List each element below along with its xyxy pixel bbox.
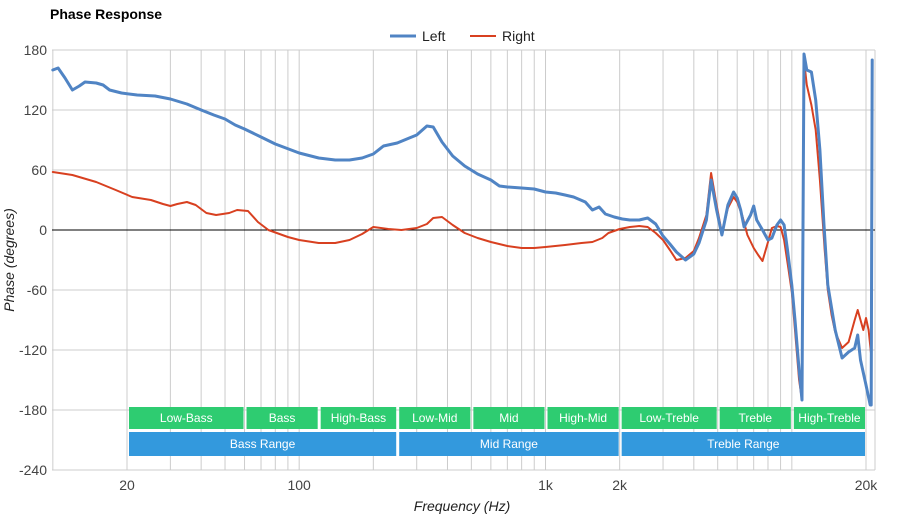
subrange-band <box>621 407 717 429</box>
x-tick-label: 100 <box>287 477 311 493</box>
subrange-band-label: Bass <box>269 411 296 425</box>
x-tick-label: 20k <box>855 477 879 493</box>
subrange-band-label: Treble <box>738 411 772 425</box>
subrange-band-label: High-Mid <box>559 411 607 425</box>
y-tick-label: 120 <box>24 102 48 118</box>
subrange-band-label: Low-Treble <box>639 411 699 425</box>
subrange-band <box>473 407 545 429</box>
legend: Left Right <box>390 28 535 44</box>
x-tick-labels: 20 100 1k 2k 20k <box>119 477 878 493</box>
x-tick-label: 20 <box>119 477 135 493</box>
frequency-range-bands: Low-Bass Bass High-Bass Low-Mid Mid High-Mid L… <box>129 407 865 456</box>
y-tick-label: 180 <box>24 42 48 58</box>
y-tick-label: 0 <box>39 222 47 238</box>
range-band <box>399 432 619 456</box>
x-tick-label: 1k <box>538 477 554 493</box>
y-axis-title: Phase (degrees) <box>1 208 17 312</box>
subrange-band-label: Mid <box>499 411 518 425</box>
y-tick-label: -240 <box>19 462 47 478</box>
subrange-band <box>719 407 791 429</box>
subrange-band <box>399 407 471 429</box>
range-band <box>129 432 397 456</box>
y-tick-label: -120 <box>19 342 47 358</box>
subrange-band-label: High-Bass <box>331 411 386 425</box>
legend-label-right: Right <box>502 28 535 44</box>
x-axis-title: Frequency (Hz) <box>414 498 510 514</box>
y-tick-labels: 180 120 60 0 -60 -120 -180 -240 <box>19 42 47 478</box>
range-band-label: Mid Range <box>480 437 538 451</box>
range-band-label: Bass Range <box>230 437 296 451</box>
x-tick-label: 2k <box>612 477 628 493</box>
series-line-left <box>51 52 874 407</box>
subrange-band-label: Low-Bass <box>160 411 213 425</box>
chart-title: Phase Response <box>50 6 162 22</box>
series-lines <box>51 52 874 407</box>
subrange-band <box>129 407 244 429</box>
subrange-band-label: Low-Mid <box>412 411 457 425</box>
y-tick-label: -180 <box>19 402 47 418</box>
subrange-band <box>547 407 619 429</box>
range-band-label: Treble Range <box>707 437 780 451</box>
subrange-band-label: High-Treble <box>798 411 861 425</box>
legend-label-left: Left <box>422 28 445 44</box>
y-tick-label: 60 <box>31 162 47 178</box>
subrange-band <box>320 407 397 429</box>
subrange-band <box>793 407 865 429</box>
subrange-band <box>246 407 318 429</box>
series-line-right <box>51 59 873 401</box>
range-band <box>621 432 865 456</box>
y-tick-label: -60 <box>27 282 47 298</box>
